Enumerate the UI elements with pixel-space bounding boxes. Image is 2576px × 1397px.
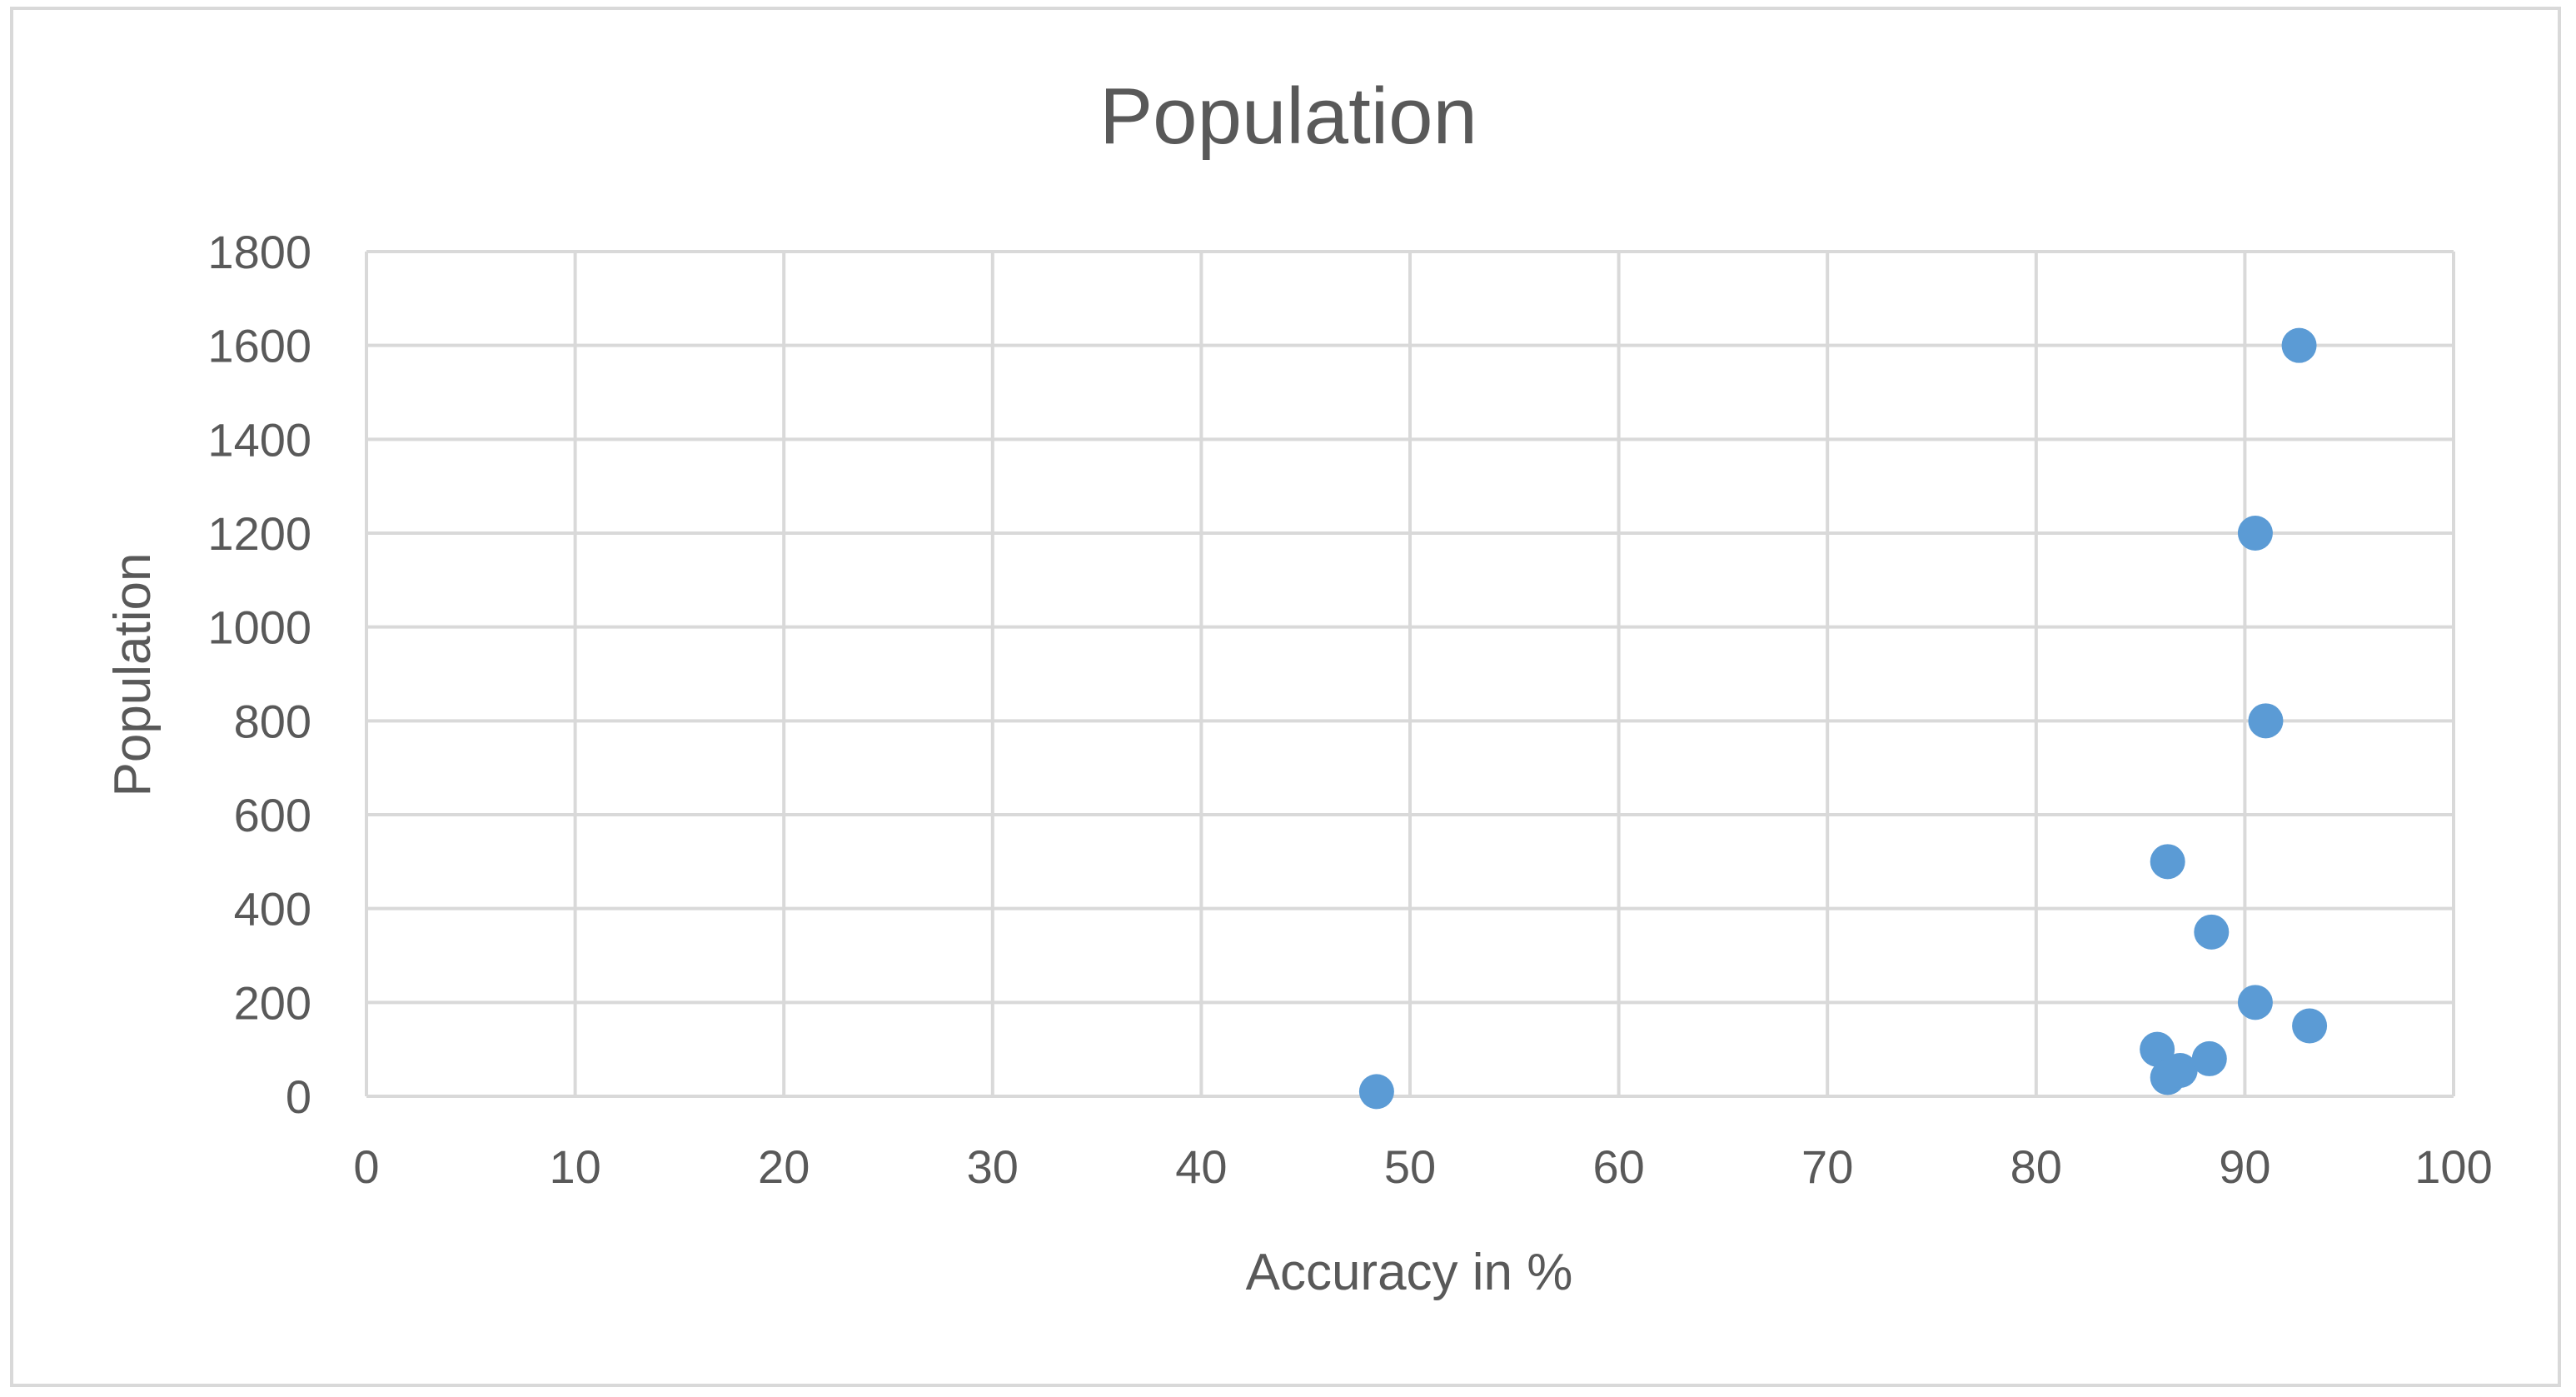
x-tick-label: 100: [2414, 1140, 2492, 1193]
data-point: [2162, 1053, 2198, 1089]
data-point: [2140, 1031, 2175, 1067]
data-points: [1358, 327, 2328, 1110]
x-tick-label: 70: [1801, 1140, 1853, 1193]
chart-title: Population: [1099, 72, 1477, 161]
x-tick-label: 90: [2219, 1140, 2270, 1193]
y-tick-label: 1400: [207, 413, 311, 466]
x-tick-label: 30: [967, 1140, 1019, 1193]
x-tick-label: 20: [758, 1140, 810, 1193]
data-point: [2281, 327, 2317, 363]
y-tick-label: 1200: [207, 507, 311, 560]
x-tick-label: 40: [1175, 1140, 1227, 1193]
chart-area: [10, 7, 2561, 1387]
y-tick-label: 400: [234, 883, 311, 935]
y-axis-ticks: 0 200 400 600 800 1000 1200 1400 1600 1800: [207, 226, 311, 1123]
data-point: [2194, 914, 2230, 950]
y-tick-label: 200: [234, 976, 311, 1029]
gridlines: [365, 250, 2455, 1098]
data-point: [2191, 1040, 2227, 1076]
x-tick-label: 0: [353, 1140, 379, 1193]
data-point: [2237, 516, 2273, 551]
x-axis-title: Accuracy in %: [1246, 1244, 1573, 1301]
data-point: [1358, 1074, 1394, 1110]
y-tick-label: 600: [234, 789, 311, 841]
data-point: [2237, 985, 2273, 1020]
data-point: [2292, 1008, 2328, 1044]
x-tick-label: 10: [549, 1140, 600, 1193]
y-tick-label: 1600: [207, 320, 311, 372]
x-axis-ticks: 0 10 20 30 40 50 60 70 80 90 100: [353, 1140, 2492, 1193]
x-tick-label: 50: [1384, 1140, 1436, 1193]
x-tick-label: 60: [1592, 1140, 1644, 1193]
data-point: [2248, 703, 2284, 739]
data-point: [2150, 844, 2185, 880]
y-tick-label: 1800: [207, 226, 311, 278]
y-axis-title: Population: [104, 552, 162, 796]
x-tick-label: 80: [2010, 1140, 2062, 1193]
y-tick-label: 800: [234, 695, 311, 747]
y-tick-label: 0: [286, 1070, 311, 1123]
y-tick-label: 1000: [207, 601, 311, 654]
